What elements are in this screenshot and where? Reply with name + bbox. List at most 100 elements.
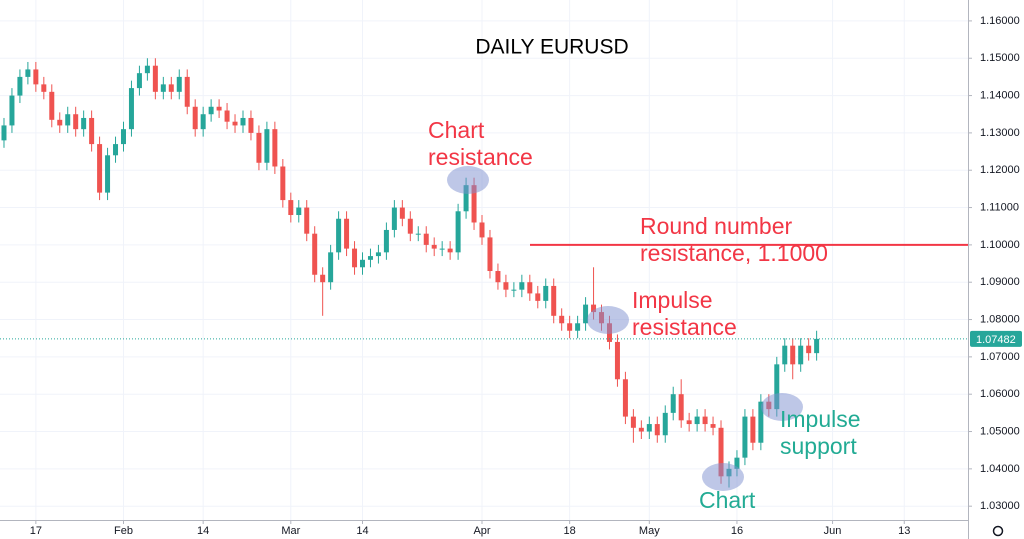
y-tick-label: 1.04000 — [980, 463, 1020, 475]
y-tick-label: 1.16000 — [980, 15, 1020, 27]
y-tick-label: 1.06000 — [980, 388, 1020, 400]
candle-body — [758, 401, 764, 443]
candle-body — [638, 427, 644, 432]
candle-body — [479, 222, 485, 238]
settings-icon[interactable] — [992, 525, 1004, 537]
candle-body — [41, 84, 47, 92]
chart-title: DAILY EURUSD — [475, 36, 628, 59]
candle-body — [184, 76, 190, 107]
candle-body — [248, 117, 254, 133]
candle-body — [312, 233, 318, 275]
x-tick-label: May — [639, 525, 660, 537]
x-tick-label: 17 — [30, 525, 42, 537]
candle-body — [232, 121, 238, 126]
candle-body — [391, 207, 397, 230]
candle-body — [646, 424, 652, 432]
candle-body — [288, 200, 294, 216]
candle-body — [33, 69, 39, 85]
y-tick-label: 1.12000 — [980, 164, 1020, 176]
candle-body — [272, 129, 278, 167]
candle-body — [49, 91, 55, 120]
candle-body — [144, 65, 150, 74]
last-price-box — [970, 330, 1022, 347]
y-tick-label: 1.14000 — [980, 89, 1020, 101]
highlight — [447, 166, 489, 194]
candle-body — [216, 106, 222, 111]
y-tick-label: 1.05000 — [980, 425, 1020, 437]
candle-body — [583, 304, 589, 324]
candle-body — [128, 88, 134, 130]
candle-body — [463, 185, 469, 212]
candle-body — [320, 274, 326, 283]
candle-body — [439, 248, 445, 250]
candle-body — [407, 218, 413, 234]
annotation-text: support — [780, 433, 857, 459]
candle-body — [304, 207, 310, 234]
settings-icon[interactable] — [992, 525, 1004, 537]
candle-body — [367, 256, 373, 260]
candle-body — [694, 416, 700, 425]
candle-body — [65, 114, 71, 126]
candle-body — [423, 233, 429, 245]
y-tick-label: 1.10000 — [980, 239, 1020, 251]
annotation-text: resistance, 1.1000 — [640, 240, 828, 266]
candle-body — [415, 233, 421, 235]
y-tick-label: 1.03000 — [980, 500, 1020, 512]
candle-body — [344, 218, 350, 249]
candle-body — [487, 237, 493, 272]
candle-body — [136, 73, 142, 89]
candle-body — [543, 285, 549, 301]
candle-body — [742, 416, 748, 458]
candle-body — [431, 244, 437, 249]
candle-body — [105, 155, 111, 193]
x-tick-label: 14 — [197, 525, 209, 537]
candle-body — [551, 285, 557, 316]
candle-body — [200, 114, 206, 130]
candle-body — [774, 364, 780, 410]
candle-body — [81, 117, 87, 130]
candle-body — [399, 207, 405, 219]
candle-body — [814, 338, 820, 354]
candle-body — [9, 95, 15, 126]
x-tick-label: 14 — [356, 525, 368, 537]
candle-body — [336, 218, 342, 253]
candle-body — [97, 144, 103, 193]
x-tick-label: 16 — [731, 525, 743, 537]
x-tick-label: Mar — [281, 525, 300, 537]
candle-body — [352, 248, 358, 268]
candle-body — [176, 76, 182, 92]
candle-body — [224, 110, 230, 122]
candle-body — [686, 420, 692, 425]
candle-body — [535, 293, 541, 301]
candle-body — [447, 248, 453, 253]
candle-body — [256, 132, 262, 163]
candle-body — [17, 76, 23, 96]
candles — [0, 58, 968, 488]
candle-body — [654, 424, 660, 436]
annotation-text: Impulse — [780, 406, 861, 432]
annotation-text: resistance — [632, 314, 737, 340]
candle-body — [192, 106, 198, 130]
annotation-text: Chart — [699, 487, 756, 513]
candle-body — [527, 282, 533, 294]
candle-body — [1, 125, 7, 141]
last-price-label: 1.07482 — [976, 334, 1016, 346]
highlight — [702, 463, 744, 491]
y-tick-label: 1.09000 — [980, 276, 1020, 288]
highlight — [761, 393, 803, 421]
candle-body — [89, 117, 95, 145]
candle-body — [455, 211, 461, 253]
candle-body — [25, 69, 31, 77]
candle-body — [519, 282, 525, 290]
candle-body — [208, 106, 214, 115]
y-tick-label: 1.08000 — [980, 313, 1020, 325]
candle-body — [240, 117, 246, 126]
candle-body — [622, 379, 628, 417]
candle-body — [328, 252, 334, 283]
annotation-text: Impulse — [632, 287, 713, 313]
candle-body — [57, 119, 63, 126]
candle-body — [591, 304, 597, 313]
candle-body — [264, 129, 270, 163]
